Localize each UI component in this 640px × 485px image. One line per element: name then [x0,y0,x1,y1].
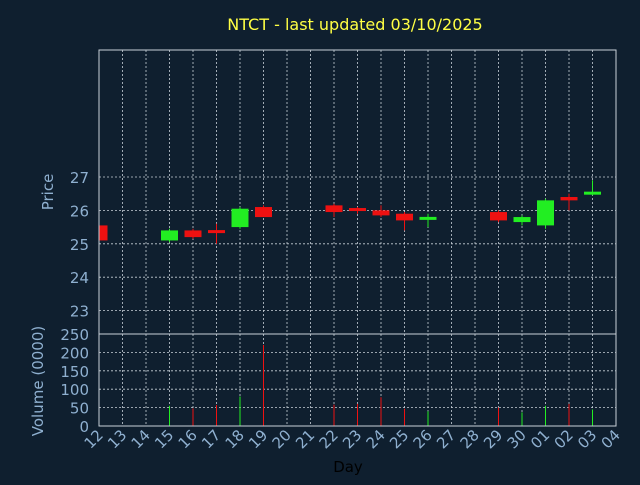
candle-body [161,230,178,241]
candle-body [419,216,437,220]
x-tick-labels: 1213141516171819202122232425262728293001… [81,426,624,452]
volume-tick-label: 150 [60,363,89,381]
candle-body [584,191,601,195]
volume-tick-label: 250 [60,326,89,344]
volume-tick-label: 0 [79,418,89,436]
candle-body [99,225,108,241]
price-tick-label: 27 [70,169,89,187]
candle-body [231,208,249,228]
price-axis-label: Price [39,174,57,211]
price-tick-label: 26 [70,202,89,220]
chart-title: NTCT - last updated 03/10/2025 [227,15,482,34]
candle-body [255,207,272,218]
volume-panel-frame [98,333,617,427]
candle-body [490,212,507,221]
candle-body [325,205,343,213]
price-tick-label: 24 [70,269,89,287]
price-tick-label: 25 [70,236,89,254]
volume-tick-label: 50 [70,400,89,418]
candle-body [396,213,413,221]
candle-body [349,208,366,212]
candle-body [560,197,578,201]
volume-bars [169,345,593,426]
volume-tick-label: 100 [60,381,89,399]
candle-body [184,230,202,238]
panel-frames [98,49,617,427]
x-axis-label: Day [333,458,363,476]
candles [98,180,601,244]
price-tick-label: 23 [70,303,89,321]
candle-body [372,210,390,216]
volume-axis-label: Volume (0000) [29,326,47,436]
candle-body [208,230,225,234]
price-tick-labels: 23 24 25 26 27 [70,169,89,321]
candle-body [513,217,531,223]
volume-tick-label: 200 [60,344,89,362]
candle-body [537,200,554,226]
